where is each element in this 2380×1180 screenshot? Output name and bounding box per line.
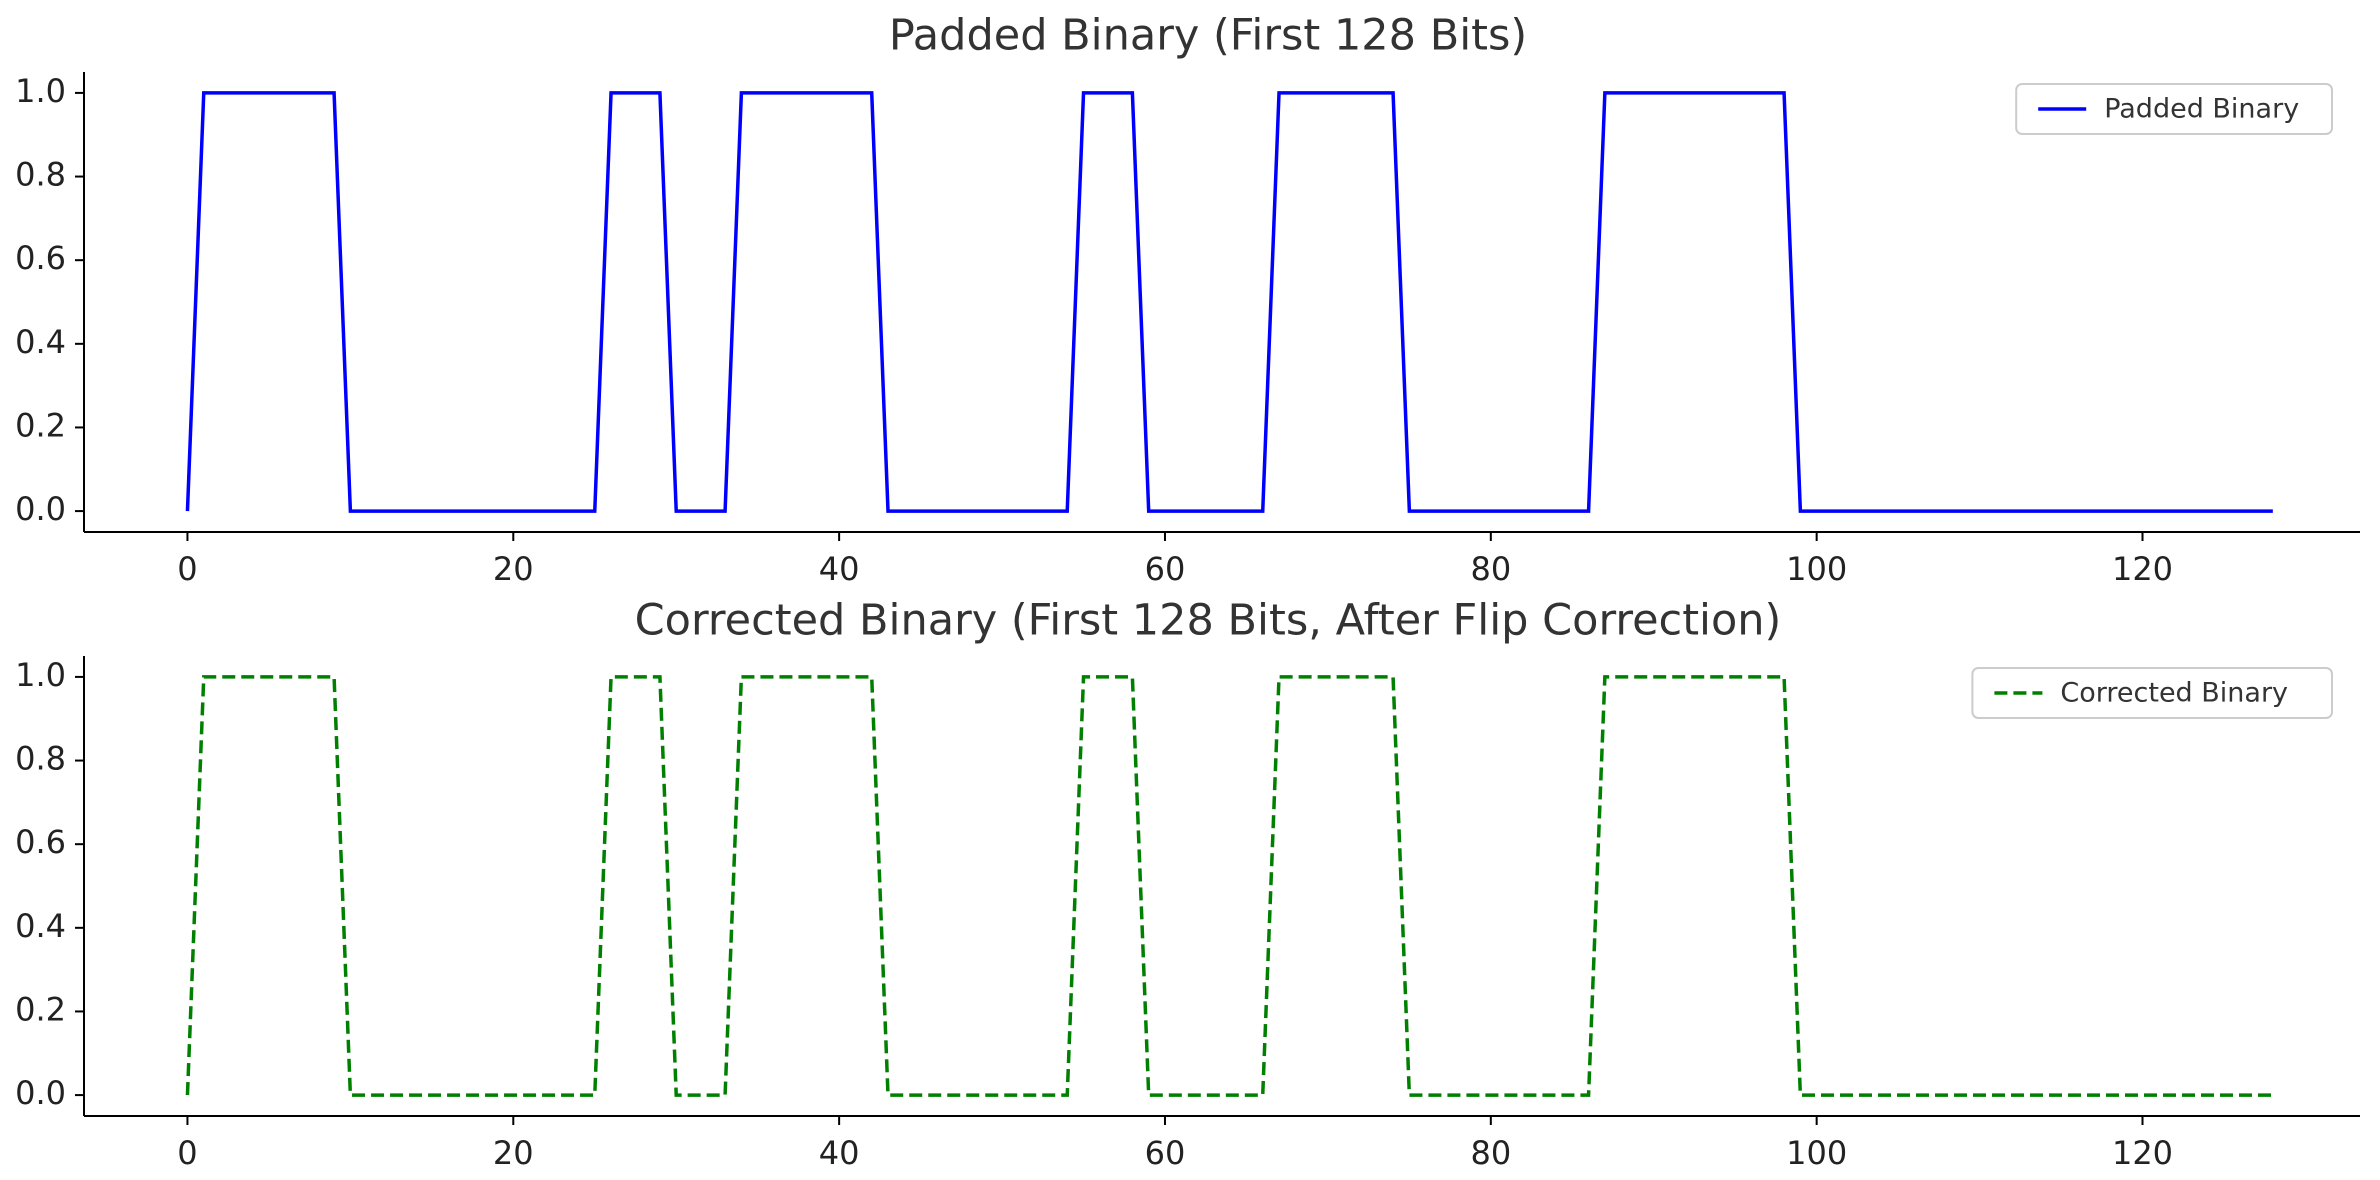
legend: Corrected Binary	[1971, 667, 2334, 719]
x-tick-label: 60	[1145, 1134, 1186, 1172]
x-tick-label: 120	[2112, 1134, 2173, 1172]
x-tick-label: 80	[1470, 550, 1511, 588]
legend-label: Corrected Binary	[2060, 678, 2288, 709]
y-tick-label: 0.2	[15, 990, 66, 1028]
subplot-1: Padded Binary (First 128 Bits) 0 20 40 60 80 1…	[15, 11, 2360, 588]
y-tick-label: 1.0	[15, 656, 66, 694]
x-tick-label: 40	[819, 550, 860, 588]
x-tick-label: 20	[493, 1134, 534, 1172]
y-tick-label: 0.6	[15, 823, 66, 861]
y-tick-label: 0.0	[15, 1074, 66, 1112]
y-tick-label: 0.0	[15, 490, 66, 528]
chart-title: Corrected Binary (First 128 Bits, After …	[635, 596, 1782, 646]
x-tick-label: 60	[1145, 550, 1186, 588]
y-tick-label: 0.6	[15, 239, 66, 277]
y-tick-label: 0.8	[15, 740, 66, 778]
series-line-padded-binary	[185, 91, 2273, 513]
x-tick-label: 100	[1786, 1134, 1847, 1172]
x-tick-label: 80	[1470, 1134, 1511, 1172]
y-tick-label: 1.0	[15, 72, 66, 110]
legend-box	[2015, 83, 2333, 135]
x-tick-label: 20	[493, 550, 534, 588]
legend: Padded Binary	[2015, 83, 2333, 135]
x-tick-label: 100	[1786, 550, 1847, 588]
y-tick-label: 0.4	[15, 907, 66, 945]
y-tick-label: 0.8	[15, 156, 66, 194]
y-tick-label: 0.2	[15, 406, 66, 444]
chart-title: Padded Binary (First 128 Bits)	[889, 11, 1527, 61]
y-tick-label: 0.4	[15, 323, 66, 361]
legend-label: Padded Binary	[2104, 94, 2299, 125]
legend-box	[1971, 667, 2334, 719]
subplot-2: Corrected Binary (First 128 Bits, After …	[15, 596, 2360, 1172]
x-tick-label: 120	[2112, 550, 2173, 588]
x-tick-label: 0	[177, 1134, 197, 1172]
series-line-corrected-binary	[185, 675, 2273, 1097]
x-tick-label: 0	[177, 550, 197, 588]
x-tick-label: 40	[819, 1134, 860, 1172]
